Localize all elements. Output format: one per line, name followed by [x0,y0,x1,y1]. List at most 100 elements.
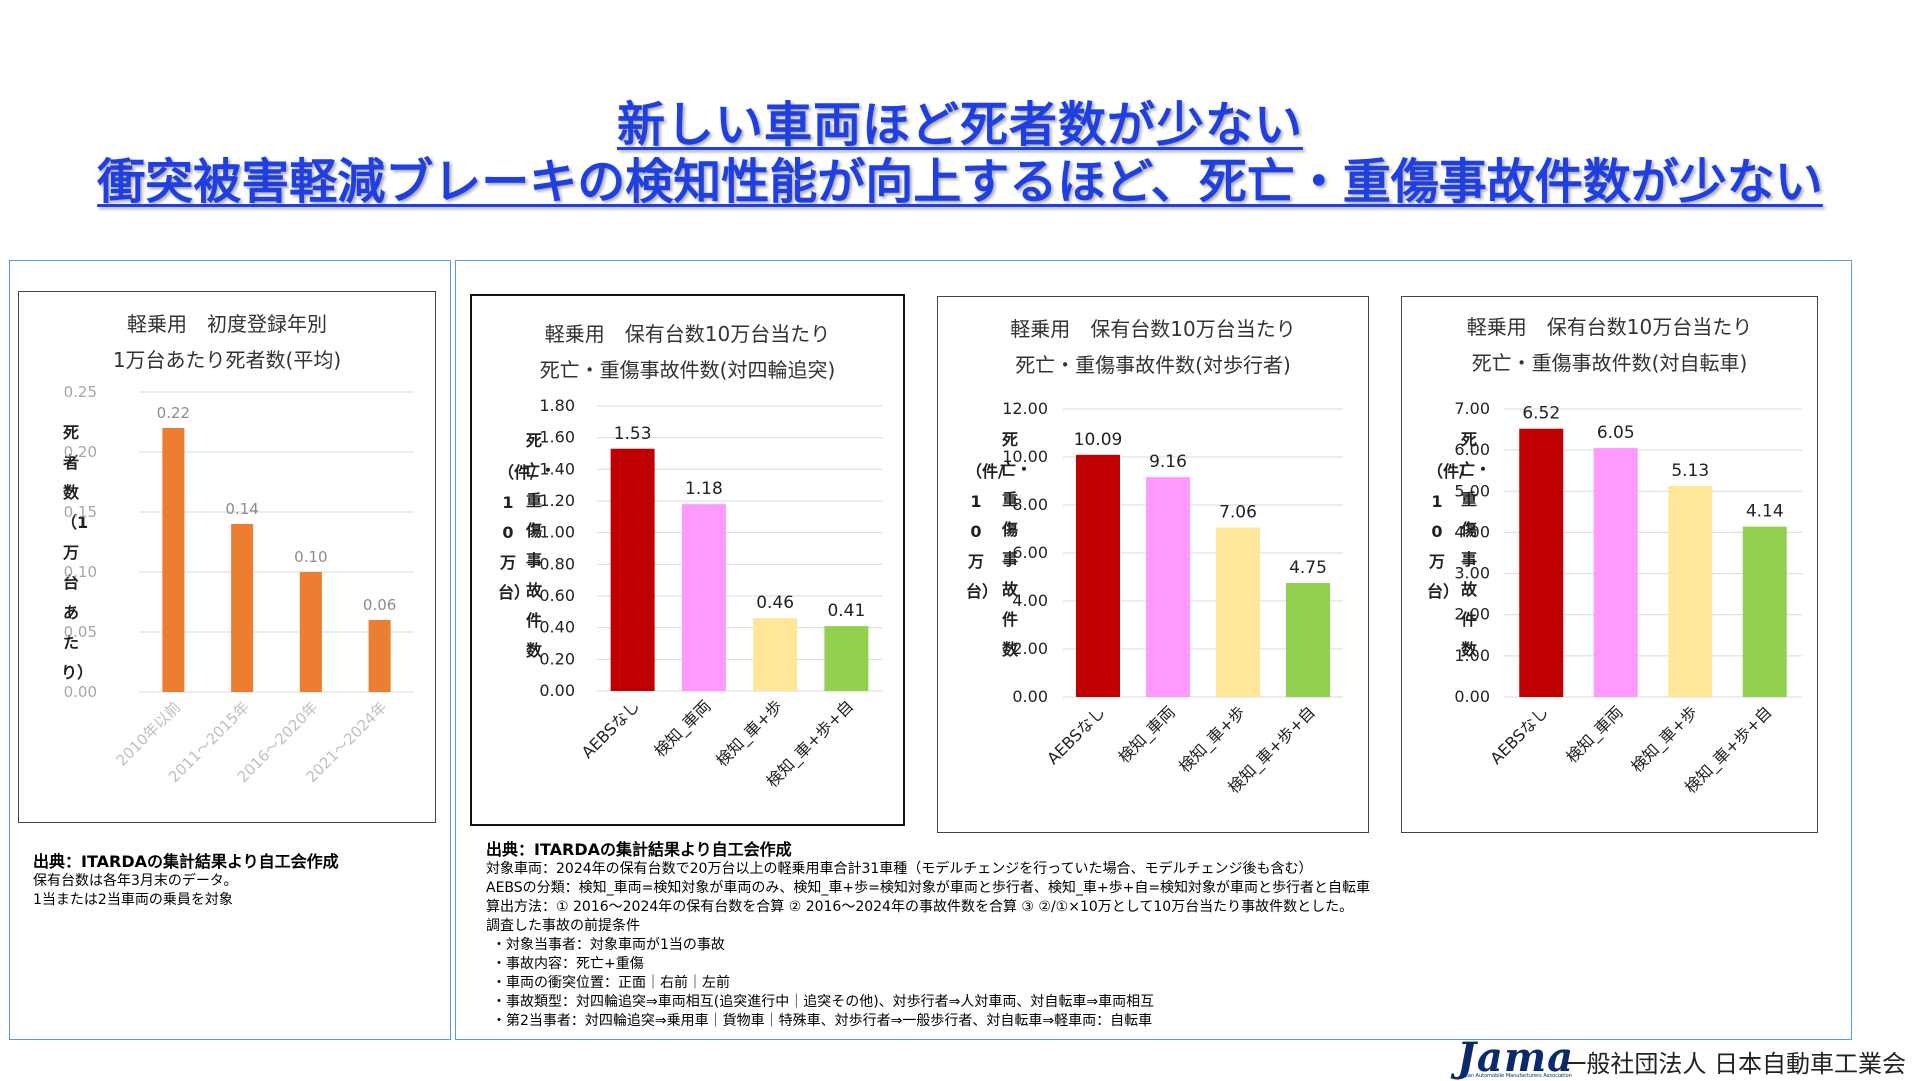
note-line: 算出方法：① 2016～2024年の保有台数を合算 ② 2016～2024年の事… [486,899,1354,915]
note-line: ・第2当事者：対四輪追突⇒乗用車｜貨物車｜特殊車、対歩行者⇒一般歩行者、対自転車… [492,1013,1153,1029]
x-tick-label: 検知_車+歩 [1175,702,1250,777]
y-tick-label: 0.00 [1454,687,1490,706]
y-tick-label: 0.20 [539,649,575,668]
data-label: 6.52 [1522,404,1560,424]
chart-title-line1: 軽乗用 初度登録年別 [127,312,327,336]
bar [1668,485,1713,697]
y-tick-label: 4.00 [1454,522,1490,541]
chart-pedestrian-collisions: 軽乗用 保有台数10万台当たり 死亡・重傷事故件数(対歩行者) （件/10万台）… [937,296,1369,833]
chart-title-line2: 死亡・重傷事故件数(対自転車) [1471,351,1748,375]
data-label: 4.75 [1289,558,1327,578]
y-tick-label: 2.00 [1012,639,1048,658]
notes-right: 出典：ITARDAの集計結果より自工会作成 対象車両：2024年の保有台数で20… [486,840,1370,1031]
y-tick-label: 4.00 [1012,591,1048,610]
bar [1742,526,1787,697]
data-label: 0.14 [225,500,258,518]
y-tick-label: 12.00 [1002,399,1048,418]
bar [681,504,726,691]
y-tick-label: 1.40 [539,459,575,478]
bar [299,572,322,692]
note-line: 保有台数は各年3月末のデータ。 [33,873,238,889]
y-axis-label: 死亡・重傷事故件数 [1000,430,1033,659]
y-tick-label: 0.80 [539,554,575,573]
x-tick-label: AEBSなし [578,696,644,762]
y-tick-label: 2.00 [1454,605,1490,624]
data-label: 1.18 [685,479,723,499]
x-tick-label: 検知_車+歩 [1627,702,1702,777]
y-tick-label: 1.20 [539,491,575,510]
chart-deaths-by-registration-year: 軽乗用 初度登録年別 1万台あたり死者数(平均) 死者数（1万台あたり） 0.0… [18,291,436,823]
jama-logo: Jama [1457,1034,1575,1081]
y-tick-label: 0.25 [64,383,97,401]
y-tick-label: 1.80 [539,396,575,415]
chart-title-line1: 軽乗用 保有台数10万台当たり [1010,317,1296,341]
chart-title-line1: 軽乗用 保有台数10万台当たり [1466,315,1753,339]
bar [1216,527,1260,697]
y-tick-label: 1.60 [539,428,575,447]
note-line: 調査した事故の前提条件 [486,918,640,934]
y-tick-label: 0.20 [64,443,97,461]
organization-name: 一般社団法人 日本自動車工業会 [1562,1050,1906,1078]
chart-plot: 0.00 1.00 2.00 3.00 4.00 5.00 6.00 7.00 6.52 AEBS… [1454,399,1802,798]
bar [1286,583,1330,697]
y-tick-label: 5.00 [1454,481,1490,500]
bar [368,620,391,692]
data-label: 0.41 [827,601,865,621]
bar [610,448,655,691]
right-panel [455,260,1852,1040]
y-tick-label: 1.00 [539,523,575,542]
x-tick-label: 検知_車両 [650,696,715,761]
bar [753,618,798,691]
bar [824,626,869,691]
chart-title-line2: 死亡・重傷事故件数(対四輪追突) [539,358,836,382]
data-label: 1.53 [614,424,652,444]
chart-title-line2: 死亡・重傷事故件数(対歩行者) [1015,353,1291,377]
y-tick-label: 6.00 [1454,440,1490,459]
chart-title-line2: 1万台あたり死者数(平均) [112,348,342,372]
bar [1519,428,1564,697]
bar [231,524,254,692]
data-label: 4.14 [1746,502,1784,522]
note-line: ・対象当事者：対象車両が1当の事故 [492,937,725,953]
chart-title-line1: 軽乗用 保有台数10万台当たり [544,322,831,346]
y-tick-label: 0.00 [1012,687,1048,706]
x-tick-label: 2010年以前 [113,698,185,770]
note-line: ・事故類型：対四輪追突⇒車両相互(追突進行中｜追突その他)、対歩行者⇒人対車両、… [492,994,1155,1010]
chart-bicycle-collisions: 軽乗用 保有台数10万台当たり 死亡・重傷事故件数(対自転車) （件/10万台）… [1401,296,1818,833]
note-line: ・車両の衝突位置：正面｜右前｜左前 [492,975,730,991]
bar [1076,454,1120,697]
main-title: 新しい車両ほど死者数が少ない [616,97,1303,153]
chart-plot: 0.00 2.00 4.00 6.00 8.00 10.00 12.00 10.09 AEBSな… [1002,399,1343,798]
y-tick-label: 8.00 [1012,495,1048,514]
x-tick-label: 検知_車+歩 [712,696,787,771]
data-label: 0.06 [363,596,396,614]
y-tick-label: 7.00 [1454,399,1490,418]
y-tick-label: 6.00 [1012,543,1048,562]
data-label: 6.05 [1597,423,1635,443]
data-label: 10.09 [1074,430,1123,450]
chart-plot: 0.00 0.20 0.40 0.60 0.80 1.00 1.20 1.40 1.60 1.80… [539,396,882,792]
left-panel [9,260,451,1040]
bar [1146,477,1190,697]
y-tick-label: 0.00 [539,681,575,700]
y-tick-label: 10.00 [1002,447,1048,466]
y-tick-label: 3.00 [1454,564,1490,583]
y-tick-label: 0.00 [64,683,97,701]
note-line: 1当または2当車両の乗員を対象 [33,892,233,908]
chart-plot: 0.000.050.100.150.200.250.222010年以前0.142… [64,383,414,786]
y-tick-label: 0.05 [64,623,97,641]
notes-left: 出典：ITARDAの集計結果より自工会作成 保有台数は各年3月末のデータ。 1当… [33,852,339,910]
y-tick-label: 0.60 [539,586,575,605]
data-label: 0.46 [756,593,794,613]
bar [162,428,185,692]
source-note: 出典：ITARDAの集計結果より自工会作成 [486,840,792,859]
bar [1593,448,1638,697]
data-label: 0.22 [157,404,190,422]
x-tick-label: 検知_車両 [1114,702,1179,767]
y-tick-label: 0.40 [539,618,575,637]
x-tick-label: 検知_車両 [1562,702,1627,767]
data-label: 0.10 [294,548,327,566]
sub-title: 衝突被害軽減ブレーキの検知性能が向上するほど、死亡・重傷事故件数が少ない [97,154,1823,210]
data-label: 7.06 [1219,503,1257,523]
y-tick-label: 0.10 [64,563,97,581]
